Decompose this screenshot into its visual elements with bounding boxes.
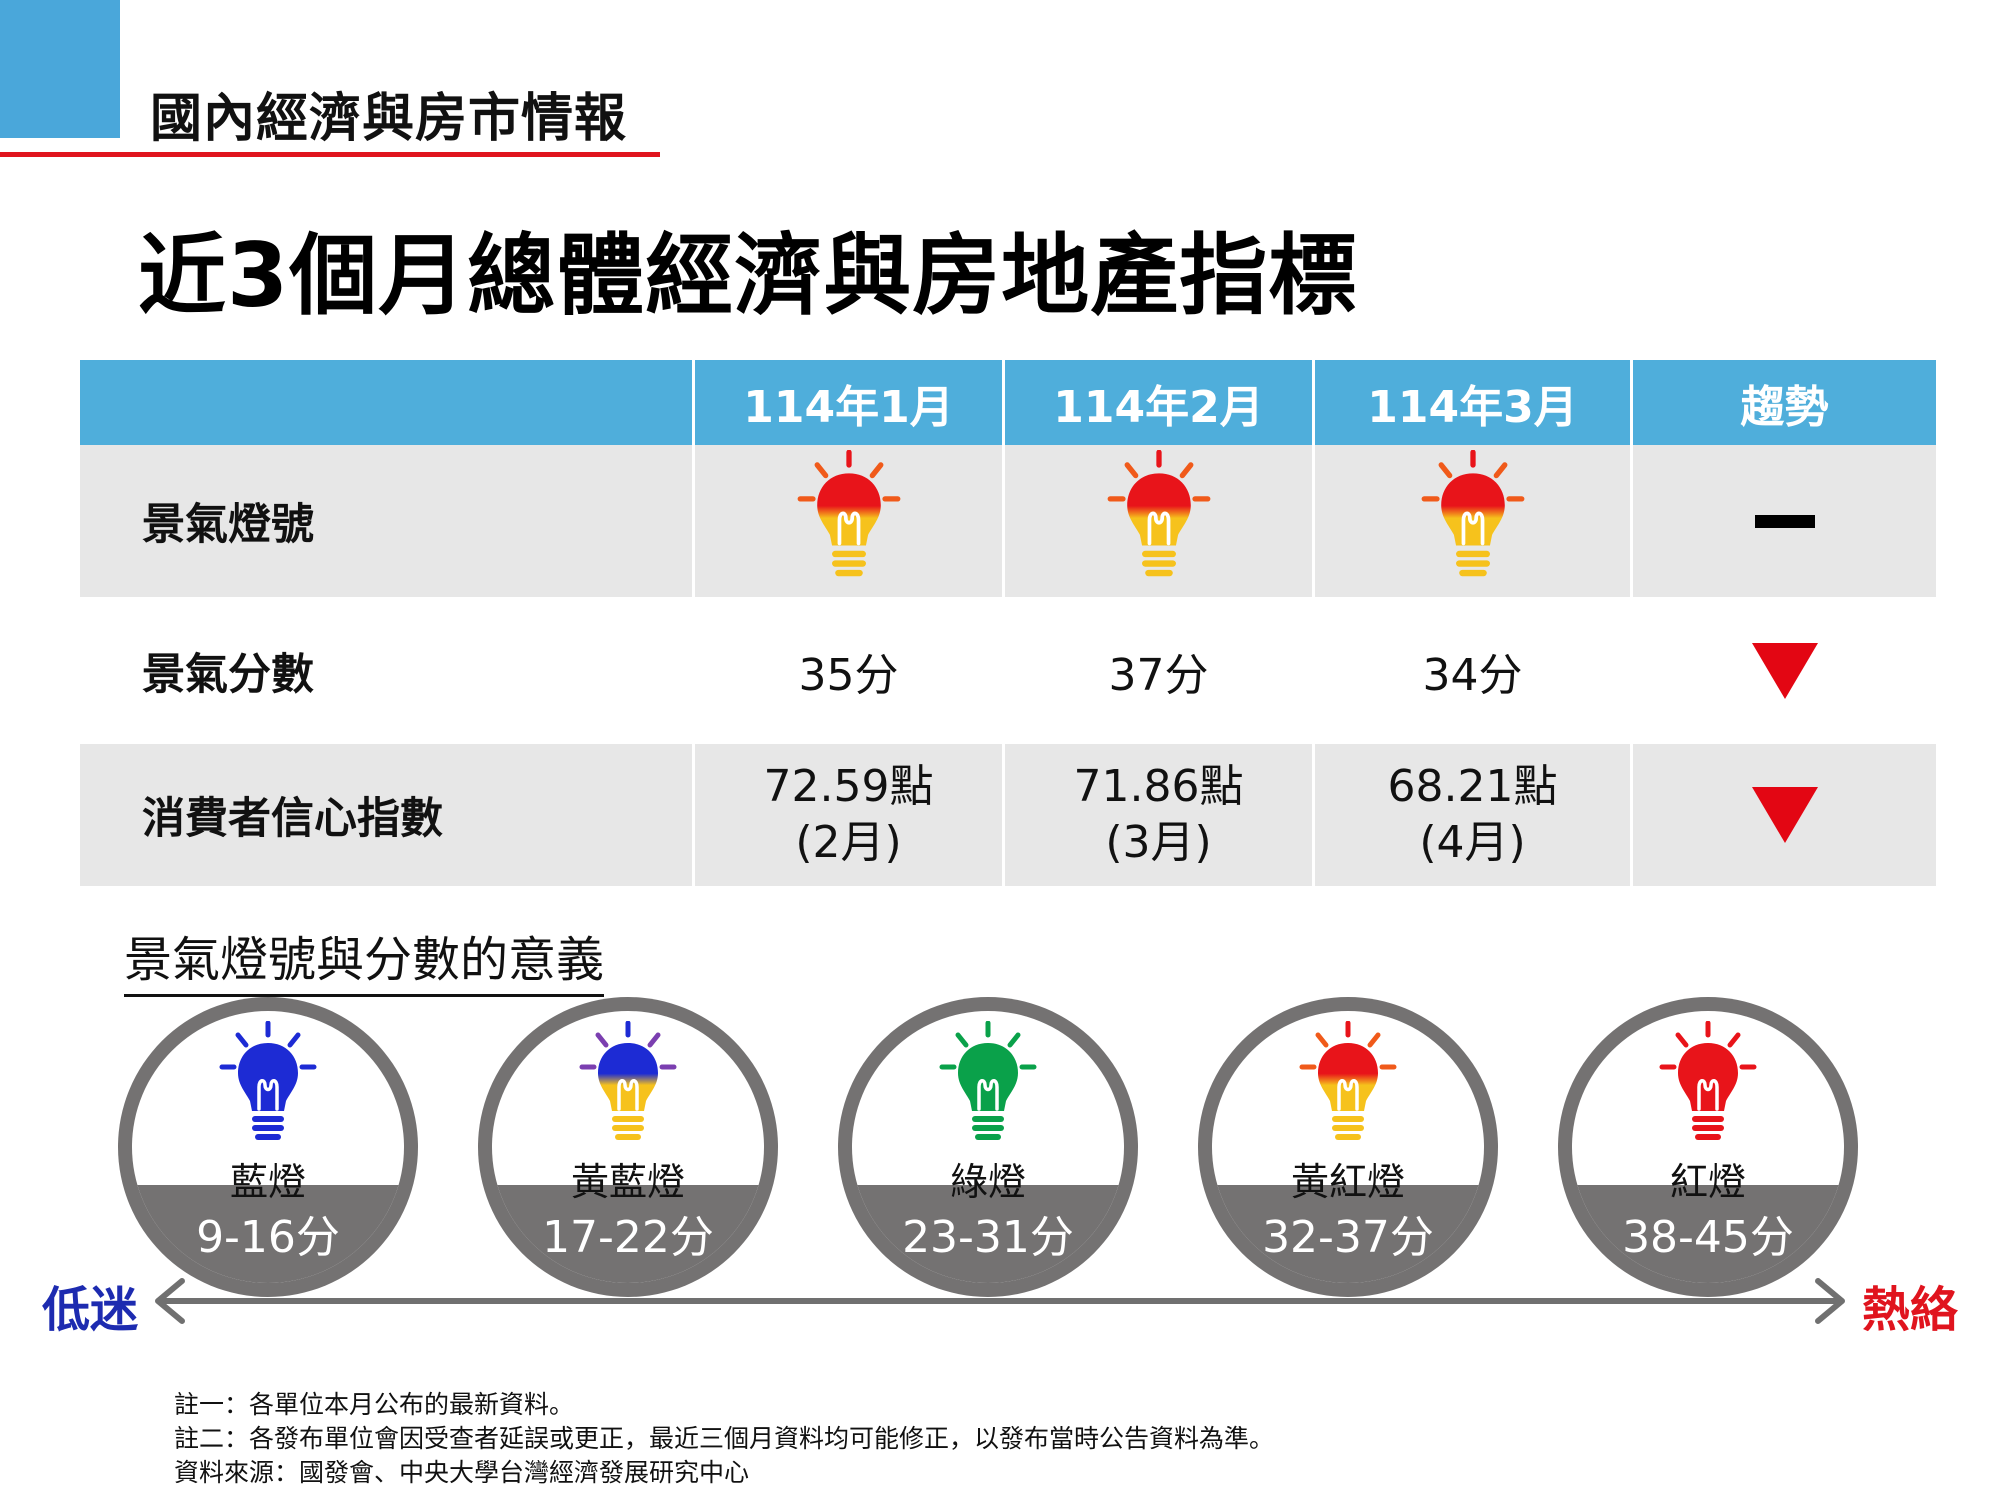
yellow-red-light-icon [1005, 445, 1315, 597]
score-feb: 37分 [1005, 597, 1315, 744]
table-row: 景氣分數 35分 37分 34分 [80, 597, 1936, 744]
confidence-feb: 71.86點 (3月) [1005, 744, 1315, 886]
confidence-value: 71.86點 [1073, 761, 1244, 812]
footnote-1: 註一：各單位本月公布的最新資料。 [174, 1390, 575, 1419]
light-range: 23-31分 [902, 1212, 1074, 1263]
light-name: 黃藍燈 [570, 1160, 685, 1204]
footnote-2: 註二：各發布單位會因受查者延誤或更正，最近三個月資料均可能修正，以發布當時公告資… [174, 1424, 1275, 1453]
table-row: 景氣燈號 [80, 445, 1936, 597]
row-label: 景氣燈號 [80, 445, 695, 597]
confidence-value: 68.21點 [1387, 761, 1558, 812]
blue-light-badge: 藍燈 9-16分 [118, 997, 418, 1297]
yellow-red-light-icon [695, 445, 1005, 597]
axis-high-label: 熱絡 [1862, 1282, 1959, 1338]
indicator-table: 114年1月 114年2月 114年3月 趨勢 景氣燈號 [80, 360, 1936, 886]
light-range: 9-16分 [196, 1212, 340, 1263]
header-accent-block [0, 0, 120, 138]
light-name: 紅燈 [1669, 1160, 1746, 1204]
footnotes: 註一：各單位本月公布的最新資料。 註二：各發布單位會因受查者延誤或更正，最近三個… [174, 1388, 1274, 1490]
meaning-section-title: 景氣燈號與分數的意義 [124, 920, 605, 997]
light-range: 32-37分 [1262, 1212, 1434, 1263]
score-mar: 34分 [1315, 597, 1633, 744]
green-light-badge: 綠燈 23-31分 [838, 997, 1138, 1297]
trend-flat-icon [1633, 445, 1936, 597]
trend-down-icon [1633, 744, 1936, 886]
red-light-badge: 紅燈 38-45分 [1558, 997, 1858, 1297]
light-name: 黃紅燈 [1290, 1160, 1405, 1204]
light-range: 17-22分 [542, 1212, 714, 1263]
score-jan: 35分 [695, 597, 1005, 744]
light-range: 38-45分 [1622, 1212, 1794, 1263]
light-name: 藍燈 [229, 1160, 306, 1204]
header-cell-jan: 114年1月 [695, 360, 1005, 445]
row-label: 消費者信心指數 [80, 744, 695, 886]
confidence-month: (3月) [1105, 817, 1212, 868]
trend-down-icon [1633, 597, 1936, 744]
axis-low-label: 低迷 [42, 1282, 139, 1338]
footnote-source: 資料來源：國發會、中央大學台灣經濟發展研究中心 [174, 1458, 750, 1487]
confidence-month: (4月) [1419, 817, 1526, 868]
header-underline [0, 152, 660, 157]
header-cell-mar: 114年3月 [1315, 360, 1633, 445]
light-name: 綠燈 [949, 1160, 1026, 1204]
page-title: 近3個月總體經濟與房地產指標 [138, 224, 1358, 327]
confidence-mar: 68.21點 (4月) [1315, 744, 1633, 886]
confidence-jan: 72.59點 (2月) [695, 744, 1005, 886]
yellow-red-light-badge: 黃紅燈 32-37分 [1198, 997, 1498, 1297]
row-label: 景氣分數 [80, 597, 695, 744]
header-cell-feb: 114年2月 [1005, 360, 1315, 445]
yellow-red-light-icon [1315, 445, 1633, 597]
header-cell-blank [80, 360, 695, 445]
confidence-value: 72.59點 [763, 761, 934, 812]
table-header-row: 114年1月 114年2月 114年3月 趨勢 [80, 360, 1936, 445]
confidence-month: (2月) [795, 817, 902, 868]
yellow-blue-light-badge: 黃藍燈 17-22分 [478, 997, 778, 1297]
section-title: 國內經濟與房市情報 [150, 89, 628, 149]
double-arrow-icon [155, 1278, 1845, 1324]
header-cell-trend: 趨勢 [1740, 381, 1829, 433]
table-row: 消費者信心指數 72.59點 (2月) 71.86點 (3月) 68.21點 (… [80, 744, 1936, 886]
